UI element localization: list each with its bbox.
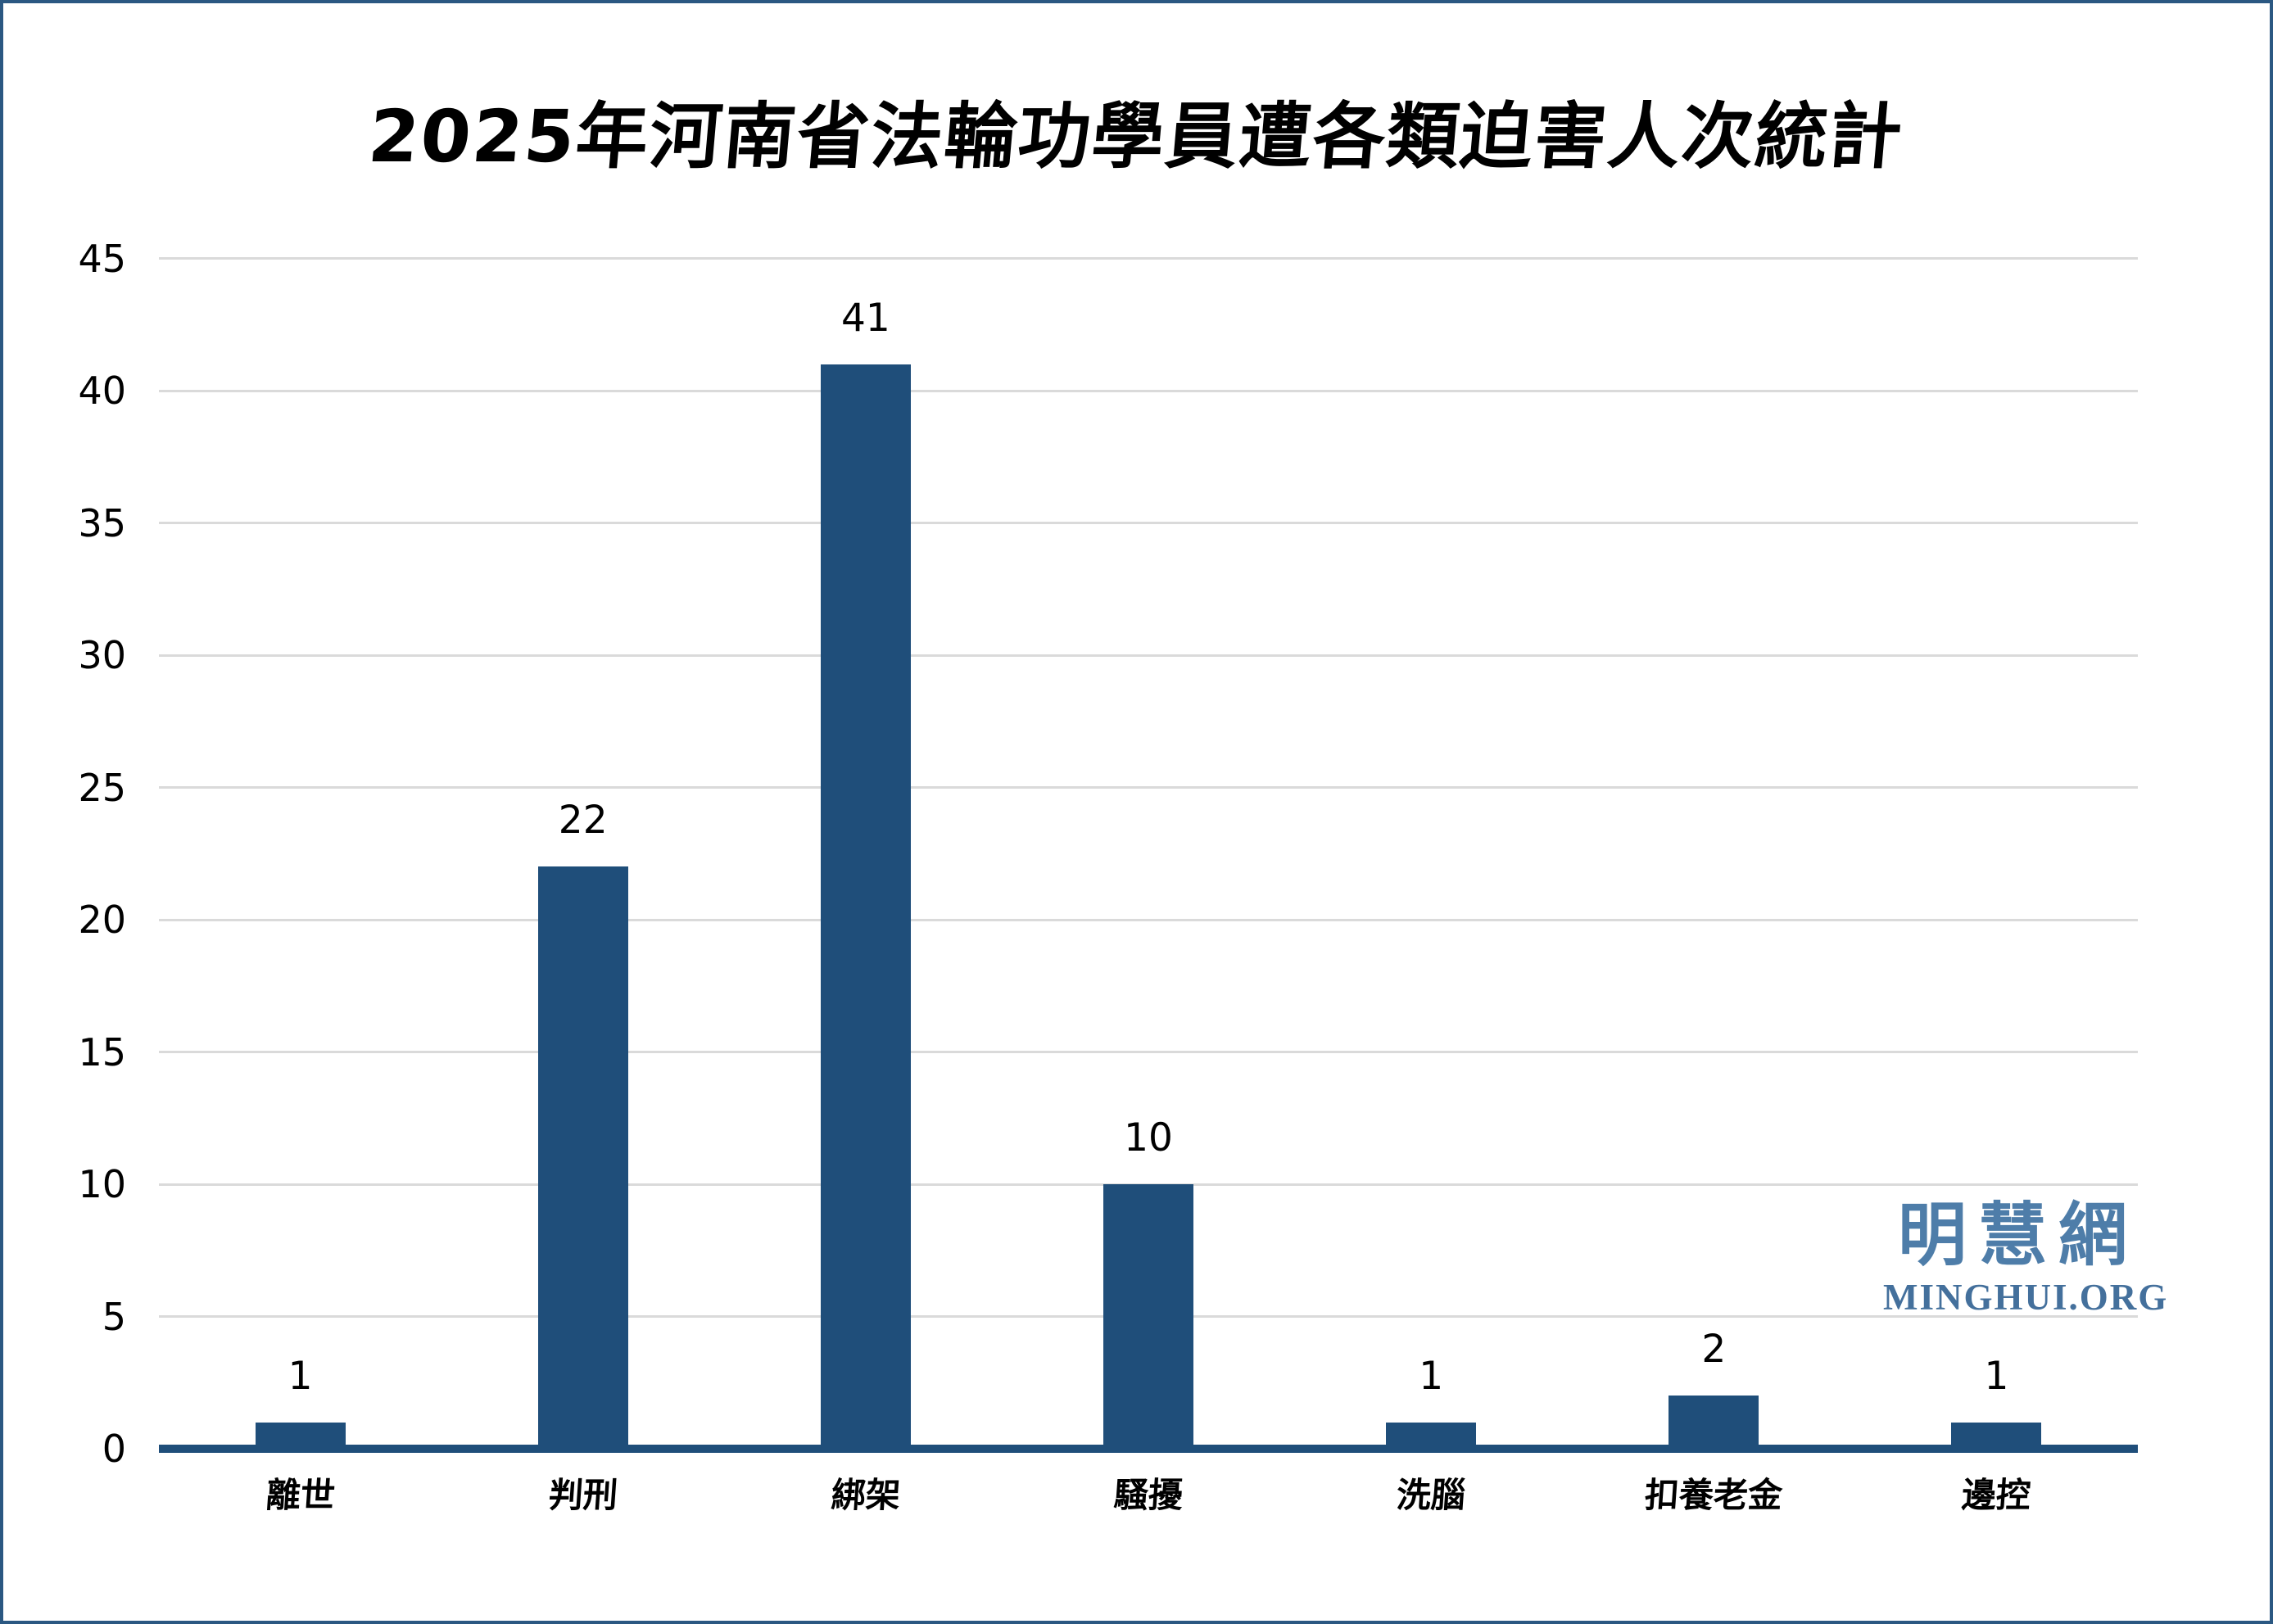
bar-綁架: [820, 364, 911, 1449]
x-category-label-洗腦: 洗腦: [1395, 1475, 1467, 1515]
y-tick-label-20: 20: [78, 898, 126, 942]
bar-value-label-洗腦: 1: [1419, 1353, 1444, 1399]
y-tick-label-45: 45: [78, 236, 126, 281]
bar-value-label-扣養老金: 2: [1701, 1327, 1727, 1373]
bar-判刑: [537, 866, 628, 1449]
bar-騷擾: [1103, 1184, 1193, 1449]
bar-洗腦: [1386, 1422, 1477, 1449]
gridline-y25: [159, 786, 2138, 789]
y-tick-label-25: 25: [78, 765, 126, 810]
gridline-y45: [159, 257, 2138, 260]
minghui-logo-cjk-text: 明慧網: [1897, 1195, 2139, 1275]
y-tick-label-5: 5: [102, 1294, 126, 1339]
bar-邊控: [1951, 1422, 2042, 1449]
gridline-y20: [159, 918, 2138, 921]
y-tick-label-0: 0: [102, 1427, 126, 1471]
x-category-label-判刑: 判刑: [547, 1475, 619, 1515]
x-axis-baseline: [159, 1445, 2138, 1453]
gridline-y30: [159, 654, 2138, 657]
bar-value-label-邊控: 1: [1984, 1353, 2009, 1399]
minghui-logo-latin-text: MINGHUI.ORG: [1883, 1277, 2169, 1318]
bar-value-label-判刑: 22: [558, 798, 608, 844]
gridline-y40: [159, 389, 2138, 392]
bar-value-label-綁架: 41: [840, 295, 890, 341]
bar-扣養老金: [1669, 1396, 1759, 1449]
y-tick-label-15: 15: [78, 1029, 126, 1074]
x-category-label-邊控: 邊控: [1960, 1475, 2033, 1515]
x-category-label-扣養老金: 扣養老金: [1643, 1475, 1785, 1515]
bar-value-label-騷擾: 10: [1124, 1115, 1173, 1160]
minghui-logo: 明慧網 MINGHUI.ORG: [1883, 1195, 2169, 1318]
chart-title: 2025年河南省法輪功學員遭各類迫害人次統計: [364, 94, 1907, 179]
y-tick-label-40: 40: [78, 369, 126, 413]
gridline-y15: [159, 1051, 2138, 1053]
bar-離世: [255, 1422, 346, 1449]
y-tick-label-30: 30: [78, 633, 126, 677]
y-tick-label-10: 10: [78, 1162, 126, 1206]
bar-value-label-離世: 1: [288, 1353, 313, 1399]
gridline-y35: [159, 522, 2138, 524]
y-tick-label-35: 35: [78, 500, 126, 545]
x-category-label-騷擾: 騷擾: [1112, 1475, 1184, 1515]
x-category-label-離世: 離世: [264, 1475, 337, 1515]
x-category-label-綁架: 綁架: [830, 1475, 902, 1515]
